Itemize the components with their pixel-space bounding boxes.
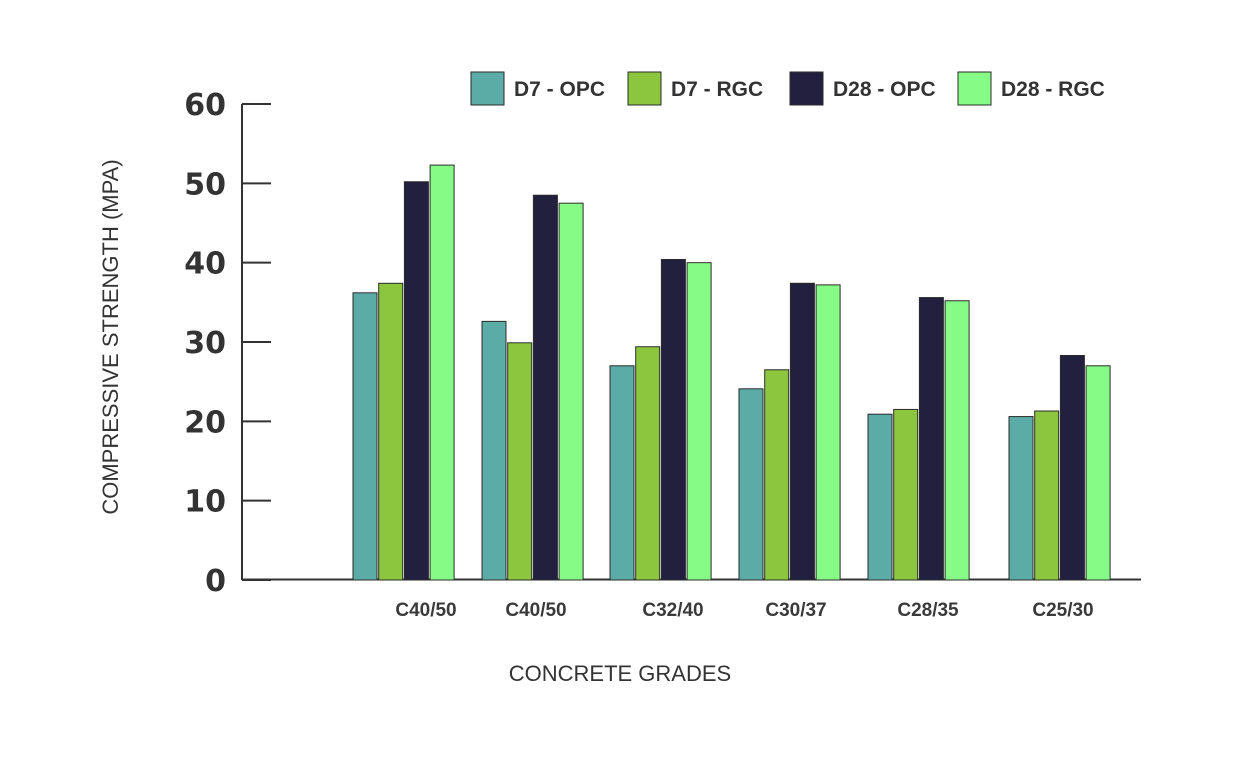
bar [609,365,635,581]
x-tick-label: C28/35 [897,600,959,621]
x-tick-label: C40/50 [395,600,456,621]
bar [867,413,893,581]
bar [352,292,378,581]
bar [686,262,712,581]
bar [532,194,558,581]
bar [815,284,841,581]
y-ticks: 0 10 20 30 40 50 60 [184,88,271,599]
legend-label: D28 - OPC [833,78,936,101]
bars [352,164,1111,581]
legend-label: D7 - RGC [671,78,763,101]
bar [738,388,764,581]
bar [403,181,429,581]
legend-swatch [957,71,992,106]
y-axis-title: COMPRESSIVE STRENGTH (MPA) [98,159,123,514]
legend-swatch [470,71,505,106]
bar [1085,365,1111,581]
bar [1034,410,1060,581]
x-ticks: C40/50 C40/50 C32/40 C30/37 C28/35 C25/30 [395,600,1093,621]
y-tick-label: 40 [184,247,226,282]
bar [635,346,661,581]
bar [507,342,533,581]
bar [481,320,507,581]
y-tick-label: 60 [184,88,226,123]
legend: D7 - OPC D7 - RGC D28 - OPC D28 - RGC [470,71,1105,106]
bar [918,297,944,581]
x-tick-label: C32/40 [642,600,703,621]
bar [893,408,919,581]
legend-swatch [789,71,824,106]
legend-label: D28 - RGC [1001,78,1105,101]
y-tick-label: 30 [184,326,226,361]
y-tick-label: 0 [205,564,226,599]
bar [944,300,970,581]
x-tick-label: C25/30 [1032,600,1093,621]
bar [660,258,686,581]
bar [764,369,790,581]
bar [558,202,584,581]
bar [1059,354,1085,581]
x-tick-label: C30/37 [765,600,826,621]
bar [429,164,455,581]
x-tick-label: C40/50 [505,600,566,621]
bar [789,282,815,581]
x-axis-title: CONCRETE GRADES [509,661,731,686]
bar [378,282,404,581]
y-tick-label: 50 [184,167,226,202]
y-tick-label: 10 [184,485,226,520]
bar [1008,416,1034,581]
legend-swatch [627,71,662,106]
legend-label: D7 - OPC [514,78,605,101]
y-tick-label: 20 [184,405,226,440]
